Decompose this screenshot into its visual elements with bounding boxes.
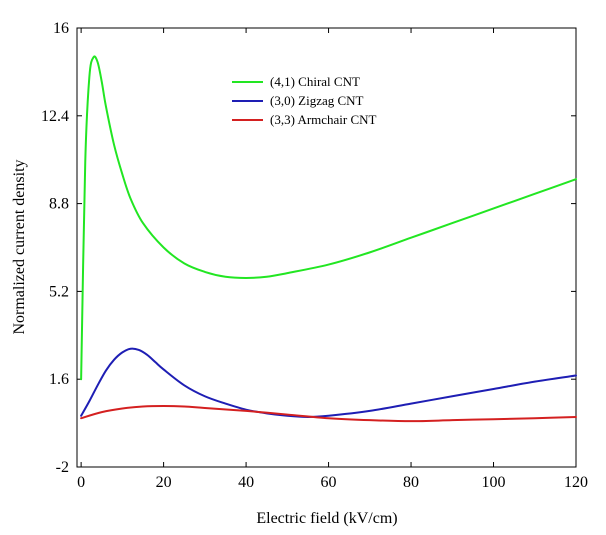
x-tick-label: 80 xyxy=(403,474,419,491)
y-tick-label: 1.6 xyxy=(49,371,69,388)
series-line-3-3-armchair-cnt xyxy=(80,405,577,423)
series-line-4-1-chiral-cnt xyxy=(80,55,577,381)
legend-label: (3,3) Armchair CNT xyxy=(270,112,377,127)
y-tick-label: 12.4 xyxy=(41,108,69,125)
y-tick-label: 16 xyxy=(53,20,69,37)
legend: (4,1) Chiral CNT (3,0) Zigzag CNT (3,3) Ar… xyxy=(232,74,377,127)
x-axis-label: Electric field (kV/cm) xyxy=(256,510,397,527)
x-tick-label: 120 xyxy=(564,474,588,491)
x-tick-label: 40 xyxy=(238,474,254,491)
x-tick-label: 100 xyxy=(482,474,506,491)
x-tick-label: 60 xyxy=(321,474,337,491)
y-tick-label: 8.8 xyxy=(49,196,69,213)
series-lines xyxy=(80,55,577,423)
y-tick-label: -2 xyxy=(56,459,69,476)
axis-ticks: 0 20 40 60 80 100 120 -2 1.6 5.2 8.8 12.4 16 xyxy=(41,20,588,491)
y-axis-label: Normalized current density xyxy=(11,159,28,334)
series-line-3-0-zigzag-cnt xyxy=(80,347,577,418)
x-tick-label: 0 xyxy=(77,474,85,491)
legend-label: (3,0) Zigzag CNT xyxy=(270,93,364,108)
x-tick-label: 20 xyxy=(156,474,172,491)
legend-label: (4,1) Chiral CNT xyxy=(270,74,360,89)
y-tick-label: 5.2 xyxy=(49,283,69,300)
plot-frame xyxy=(76,27,577,468)
